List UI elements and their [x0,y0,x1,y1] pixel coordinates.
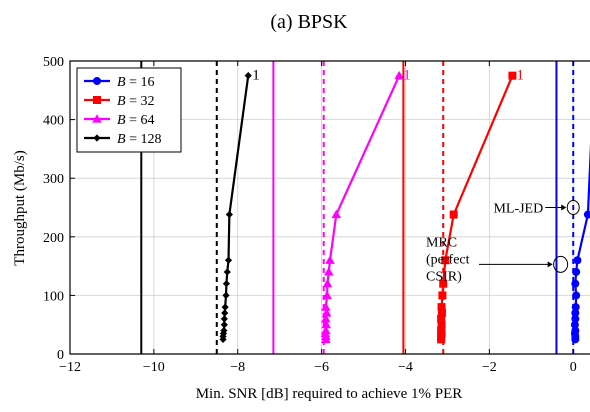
legend-swatch-marker [93,134,101,142]
x-tick-label: −12 [59,360,81,375]
data-point [572,267,581,276]
legend-entry: B = 16 [117,75,154,90]
mljed-circle [566,200,580,215]
mrc-circle [553,255,569,273]
data-point [572,291,581,300]
x-tick-label: −6 [314,360,329,375]
legend-entry: B = 64 [117,113,154,128]
data-point [571,303,580,312]
data-point [437,314,446,323]
data-point [437,308,446,317]
series-line [221,75,250,340]
data-point [573,256,582,265]
data-point [571,308,580,317]
x-tick-label: −8 [230,360,245,375]
mrc-annotation-text: MRC [426,235,457,250]
y-tick-label: 100 [43,289,64,304]
data-point [224,256,233,264]
data-point [571,326,580,335]
data-point [223,268,231,276]
data-point [571,279,580,288]
axis-frame [69,60,590,355]
legend-variable: B [117,75,126,90]
data-point [225,210,233,219]
data-point [321,319,332,329]
legend-swatch-marker [93,96,101,104]
data-point [221,303,229,311]
data-point [571,314,580,323]
legend-entry: B = 32 [117,94,154,109]
y-tick-label: 0 [57,348,64,363]
series-end-label: 1 [516,68,524,84]
y-tick-label: 300 [43,172,64,187]
mrc-annotation-text: CSIR) [426,269,462,284]
data-point [220,315,228,323]
mljed-arrowhead [561,204,567,211]
data-point [322,278,333,288]
data-point [437,303,446,312]
mrc-arrowhead [547,261,553,268]
data-point [394,70,404,80]
data-point [323,267,334,276]
series-layer: 1111 [219,68,590,344]
annotations: ML-JED MRC (perfect CSIR) [426,200,580,284]
legend: B = 16B = 32B = 64B = 128 [76,67,182,153]
data-point [438,291,447,300]
data-point [321,302,331,311]
series-end-label: 1 [252,68,260,84]
legend-swatch-marker [92,114,102,123]
data-point [583,210,590,219]
legend-value: = 16 [126,75,155,90]
x-tick-label: −4 [398,360,413,375]
data-point [321,314,331,323]
legend-variable: B [117,113,126,128]
data-point [449,210,458,219]
data-point [220,321,228,329]
legend-value: = 64 [126,113,155,128]
mrc-annotation-text: (perfect [426,252,470,267]
y-tick-label: 200 [43,231,64,246]
legend-swatch-marker [93,77,101,85]
x-tick-label: 0 [570,360,577,375]
data-point [437,326,446,335]
series-line [573,143,590,340]
x-tick-label: −10 [143,360,165,375]
y-tick-label: 400 [43,114,64,129]
data-point [321,308,332,317]
legend-variable: B [117,132,126,147]
data-point [439,279,448,288]
mljed-annotation-text: ML-JED [493,202,543,217]
data-point [220,326,228,335]
data-point [222,280,231,288]
data-point [570,320,579,329]
legend-variable: B [117,94,126,109]
legend-value: = 32 [126,94,155,109]
data-point [331,209,342,219]
data-point [325,255,335,264]
x-axis-label: Min. SNR [dB] required to achieve 1% PER [196,386,463,402]
axes: −12 −10 −8 −6 −4 −2 0 0 100 200 300 400 500 [43,55,590,375]
x-tick-label: −2 [482,360,497,375]
data-point [322,290,332,299]
y-tick-label: 500 [43,55,64,70]
data-point [508,71,517,80]
y-axis-label: Throughput (Mb/s) [12,150,28,265]
data-point [437,320,446,329]
data-point [222,291,230,299]
data-point [321,325,331,335]
series-line [324,75,401,340]
legend-value: = 128 [126,132,162,147]
data-point [441,256,450,265]
legend-entry: B = 128 [117,132,161,147]
series-end-label: 1 [403,68,411,84]
data-point [244,72,252,80]
chart-title: (a) BPSK [270,11,348,33]
data-point [221,309,229,317]
